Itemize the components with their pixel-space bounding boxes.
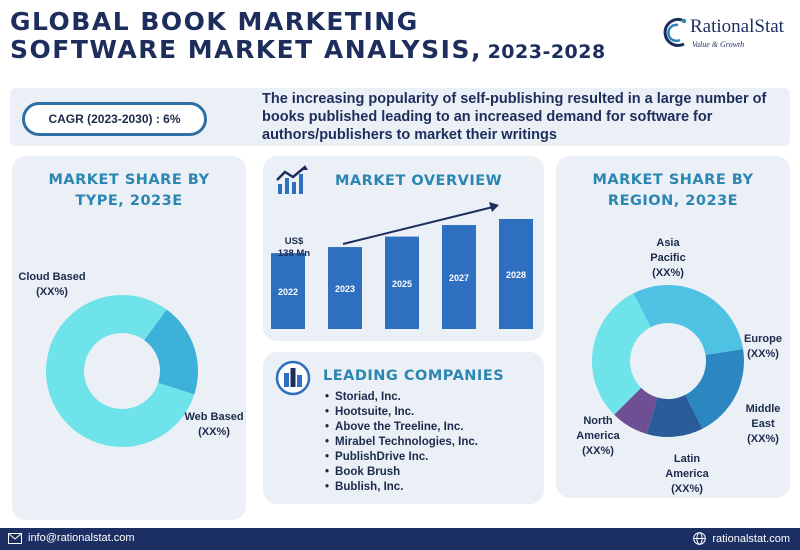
list-item: Mirabel Technologies, Inc. xyxy=(325,435,478,450)
type-label-cloud: Cloud Based (XX%) xyxy=(12,270,92,300)
region-share-panel: MARKET SHARE BY REGION, 2023E Asia Pacif… xyxy=(556,156,790,498)
trend-arrow-line xyxy=(342,206,494,245)
logo: RationalStat Value & Growth xyxy=(660,14,795,54)
overview-annotation-value: 138 Mn xyxy=(277,248,311,259)
type-slice-web-based xyxy=(144,309,198,395)
bar-2027 xyxy=(442,225,476,329)
bar-2023 xyxy=(328,247,362,329)
footer-website[interactable]: rationalstat.com xyxy=(693,532,790,545)
region-label-north-america: North America (XX%) xyxy=(568,414,628,459)
region-label-north-name: North America xyxy=(576,415,620,442)
type-label-cloud-name: Cloud Based xyxy=(18,271,86,283)
bar-2028 xyxy=(499,219,533,329)
logo-tagline: Value & Growth xyxy=(692,40,745,49)
type-slice-cloud-based xyxy=(46,295,195,448)
bar-label-2027: 2027 xyxy=(449,273,469,283)
overview-annotation: US$ 138 Mn xyxy=(269,236,319,260)
region-label-asia-name: Asia Pacific xyxy=(650,237,686,264)
region-share-title: MARKET SHARE BY REGION, 2023E xyxy=(592,172,754,209)
page-title: GLOBAL BOOK MARKETING SOFTWARE MARKET AN… xyxy=(10,8,630,67)
region-slice-latin-america xyxy=(614,387,658,434)
list-item: Hootsuite, Inc. xyxy=(325,405,478,420)
list-item: Book Brush xyxy=(325,465,478,480)
market-overview-panel: MARKET OVERVIEW 2022 2023 2025 2027 2028 US$… xyxy=(263,156,544,341)
region-slice-north-america xyxy=(592,293,651,415)
region-label-north-value: (XX%) xyxy=(582,445,614,457)
summary-banner: CAGR (2023-2030) : 6% The increasing pop… xyxy=(10,88,790,146)
region-slice-europe xyxy=(685,349,744,429)
region-label-asia-value: (XX%) xyxy=(652,267,684,279)
list-item: Above the Treeline, Inc. xyxy=(325,420,478,435)
footer-email[interactable]: info@rationalstat.com xyxy=(8,532,135,544)
market-overview-title: MARKET OVERVIEW xyxy=(335,173,503,189)
region-label-latin-name: Latin America xyxy=(665,453,709,480)
type-share-panel: MARKET SHARE BY TYPE, 2023E Cloud Based … xyxy=(12,156,246,520)
title-years: 2023-2028 xyxy=(487,41,606,63)
footer-website-text[interactable]: rationalstat.com xyxy=(712,532,790,545)
list-item: Storiad, Inc. xyxy=(325,390,478,405)
region-label-europe-value: (XX%) xyxy=(747,348,779,360)
region-label-latin-value: (XX%) xyxy=(671,483,703,495)
overview-bar-chart: 2022 2023 2025 2027 2028 xyxy=(271,202,533,329)
type-donut-chart xyxy=(46,295,198,448)
bar-label-2025: 2025 xyxy=(392,279,412,289)
region-label-latin-america: Latin America (XX%) xyxy=(652,452,722,497)
region-label-middle-east-name: Middle East xyxy=(745,403,781,430)
footer-bar: info@rationalstat.com rationalstat.com xyxy=(0,528,800,550)
overview-annotation-currency: US$ xyxy=(284,236,304,247)
type-label-web-value: (XX%) xyxy=(198,426,230,438)
region-label-europe: Europe (XX%) xyxy=(736,332,790,362)
list-item: PublishDrive Inc. xyxy=(325,450,478,465)
region-label-middle-east: Middle East (XX%) xyxy=(736,402,790,447)
mail-icon xyxy=(8,532,22,544)
region-label-europe-name: Europe xyxy=(744,333,782,345)
logo-swirl-icon xyxy=(663,17,687,47)
bar-label-2022: 2022 xyxy=(278,287,298,297)
type-label-web-name: Web Based xyxy=(184,411,244,423)
cagr-badge: CAGR (2023-2030) : 6% xyxy=(22,102,207,136)
region-slice-middle-east xyxy=(646,394,703,438)
trend-arrow-head xyxy=(489,202,499,212)
bar-label-2023: 2023 xyxy=(335,284,355,294)
globe-icon xyxy=(693,532,707,545)
title-line-2: SOFTWARE MARKET ANALYSIS, xyxy=(10,35,482,64)
leading-companies-panel: LEADING COMPANIES Storiad, Inc. Hootsuit… xyxy=(263,352,544,504)
buildings-icon xyxy=(275,360,311,396)
list-item: Bublish, Inc. xyxy=(325,480,478,495)
region-label-asia-pacific: Asia Pacific (XX%) xyxy=(628,236,708,281)
logo-name: RationalStat xyxy=(690,16,784,37)
type-label-cloud-value: (XX%) xyxy=(36,286,68,298)
region-donut-chart xyxy=(592,285,744,438)
region-label-middle-east-value: (XX%) xyxy=(747,433,779,445)
growth-chart-icon xyxy=(276,165,308,194)
leading-companies-title: LEADING COMPANIES xyxy=(323,368,505,384)
title-line-1: GLOBAL BOOK MARKETING xyxy=(10,7,419,36)
bar-2022 xyxy=(271,253,305,329)
bar-2025 xyxy=(385,236,419,329)
bar-label-2028: 2028 xyxy=(506,270,526,280)
footer-email-text[interactable]: info@rationalstat.com xyxy=(28,532,135,544)
type-share-title: MARKET SHARE BY TYPE, 2023E xyxy=(48,172,210,209)
company-list: Storiad, Inc. Hootsuite, Inc. Above the … xyxy=(325,390,478,495)
region-slice-asia-pacific xyxy=(633,285,744,356)
summary-text: The increasing popularity of self-publis… xyxy=(262,91,767,143)
type-label-web: Web Based (XX%) xyxy=(174,410,254,440)
